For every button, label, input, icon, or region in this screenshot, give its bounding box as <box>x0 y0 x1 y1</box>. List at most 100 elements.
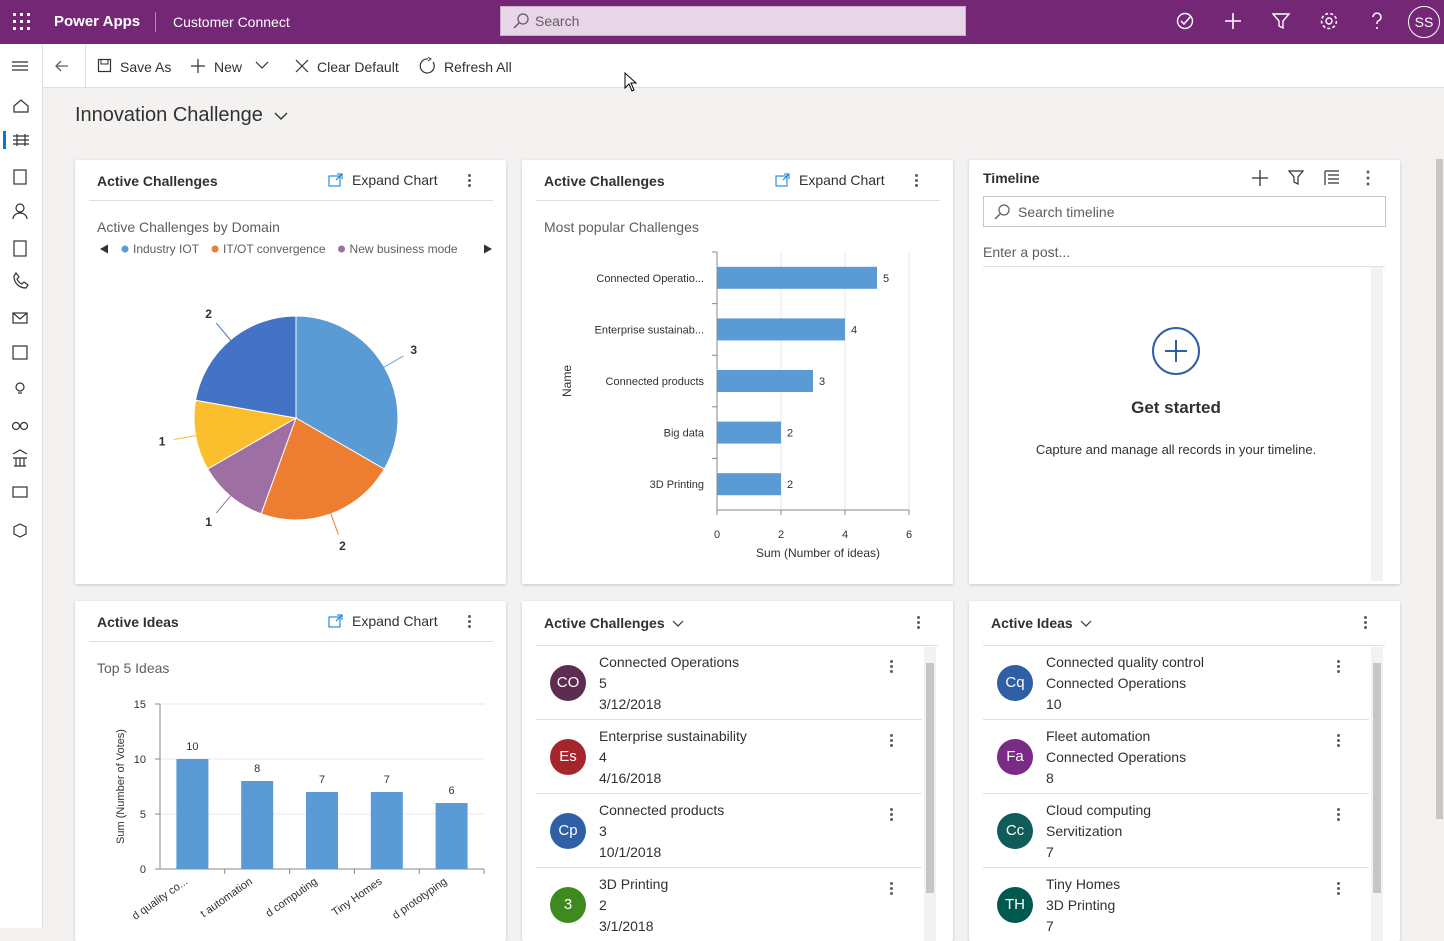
decoration <box>1364 626 1367 629</box>
scroll-thumb[interactable] <box>926 663 934 893</box>
nav-icon[interactable] <box>13 169 27 185</box>
more-button[interactable] <box>915 174 918 189</box>
scroll-thumb[interactable] <box>1436 159 1443 819</box>
add-button[interactable] <box>1252 170 1268 186</box>
decoration <box>20 27 23 30</box>
legend-prev[interactable] <box>100 244 108 254</box>
calendar-icon[interactable] <box>12 345 28 360</box>
dashboard-title[interactable]: Innovation Challenge <box>75 104 288 127</box>
list-item[interactable]: CO Connected Operations 5 3/12/2018 <box>536 646 922 720</box>
search-box[interactable]: Search <box>500 6 966 36</box>
list-item[interactable]: Fa Fleet automation Connected Operations 8 <box>983 720 1369 794</box>
expand-icon <box>328 173 343 187</box>
user-avatar[interactable]: SS <box>1408 6 1440 38</box>
decoration <box>1337 734 1340 737</box>
view-selector[interactable]: Active Ideas <box>991 615 1092 631</box>
more-button[interactable] <box>1337 882 1340 897</box>
institution-icon[interactable] <box>12 449 28 467</box>
timeline-scrollbar[interactable] <box>1371 267 1383 581</box>
app-launcher[interactable] <box>13 13 31 31</box>
decoration <box>917 621 920 624</box>
decoration <box>13 27 16 30</box>
list-item[interactable]: Cc Cloud computing Servitization 7 <box>983 794 1369 868</box>
help-icon[interactable] <box>1367 11 1387 31</box>
timeline-search[interactable]: Search timeline <box>983 196 1386 227</box>
more-button[interactable] <box>1337 808 1340 823</box>
legend-next[interactable] <box>484 244 492 254</box>
decoration <box>915 174 918 177</box>
tasks-icon[interactable] <box>1175 11 1195 31</box>
record-field: Enterprise sustainability <box>599 728 747 744</box>
separator <box>983 645 1385 646</box>
more-button[interactable] <box>1337 734 1340 749</box>
more-button[interactable] <box>890 734 893 749</box>
ideas-icon[interactable] <box>15 382 25 392</box>
bar <box>176 759 209 869</box>
filter-button[interactable] <box>1287 170 1305 185</box>
add-record-icon[interactable] <box>1152 327 1200 375</box>
home-icon[interactable] <box>13 99 29 113</box>
view-selector[interactable]: Active Challenges <box>544 615 684 631</box>
more-button[interactable] <box>890 882 893 897</box>
decoration <box>1372 12 1382 25</box>
page-scrollbar[interactable] <box>1434 145 1444 928</box>
list-item[interactable]: TH Tiny Homes 3D Printing 7 <box>983 868 1369 941</box>
more-button[interactable] <box>468 615 471 630</box>
tasks-nav-icon[interactable] <box>13 240 27 257</box>
back-icon[interactable] <box>54 58 70 74</box>
hamburger-icon[interactable] <box>12 61 28 71</box>
app-name[interactable]: Power Apps <box>54 13 141 30</box>
email-icon[interactable] <box>12 312 28 324</box>
nav-icon <box>19 421 29 431</box>
environment-name[interactable]: Customer Connect <box>173 14 290 30</box>
new-dropdown[interactable] <box>255 60 269 70</box>
settings-icon[interactable] <box>1319 11 1339 31</box>
list-item[interactable]: 3 3D Printing 2 3/1/2018 <box>536 868 922 941</box>
expand-chart-button[interactable]: Expand Chart <box>328 613 438 629</box>
new-icon[interactable] <box>1223 11 1243 31</box>
data-label: 2 <box>339 539 346 553</box>
decoration <box>335 173 343 181</box>
list-item[interactable]: Es Enterprise sustainability 4 4/16/2018 <box>536 720 922 794</box>
list-item[interactable]: Cq Connected quality control Connected Ope… <box>983 646 1369 720</box>
phone-icon[interactable] <box>13 271 29 289</box>
decoration <box>1337 882 1340 885</box>
leader-line <box>215 322 233 342</box>
leader-line <box>215 494 233 514</box>
panel-title: Active Challenges <box>544 173 665 189</box>
contacts-icon[interactable] <box>15 203 25 213</box>
more-button[interactable] <box>1366 170 1370 186</box>
more-button[interactable] <box>890 660 893 675</box>
search-placeholder: Search <box>535 13 580 29</box>
post-input[interactable]: Enter a post... <box>983 244 1071 260</box>
record-field: Connected quality control <box>1046 654 1204 670</box>
new-button[interactable]: New <box>214 59 243 75</box>
filter-icon[interactable] <box>1271 11 1291 31</box>
expand-chart-button[interactable]: Expand Chart <box>328 172 438 188</box>
data-label: 3 <box>819 376 825 388</box>
list-scrollbar[interactable] <box>924 647 936 941</box>
feedback-icon[interactable] <box>12 486 28 498</box>
more-button[interactable] <box>1364 616 1367 631</box>
package-icon[interactable] <box>13 523 27 538</box>
selected-indicator <box>3 131 6 149</box>
list-scrollbar[interactable] <box>1371 647 1383 941</box>
clear-default-button[interactable]: Clear Default <box>317 59 399 75</box>
bar <box>370 792 403 869</box>
bar <box>717 370 813 392</box>
expand-chart-button[interactable]: Expand Chart <box>775 172 885 188</box>
refresh-all-button[interactable]: Refresh All <box>444 59 512 75</box>
more-button[interactable] <box>890 808 893 823</box>
decoration <box>274 112 288 120</box>
save-as-button[interactable]: Save As <box>120 59 172 75</box>
decoration <box>1271 13 1291 30</box>
binoculars-icon[interactable] <box>11 421 21 431</box>
more-button[interactable] <box>1337 660 1340 675</box>
scroll-thumb[interactable] <box>1373 663 1381 893</box>
more-button[interactable] <box>917 616 920 631</box>
sort-button[interactable] <box>1324 170 1339 185</box>
list-item[interactable]: Cp Connected products 3 10/1/2018 <box>536 794 922 868</box>
dashboards-icon[interactable] <box>13 134 29 146</box>
more-button[interactable] <box>468 174 471 189</box>
